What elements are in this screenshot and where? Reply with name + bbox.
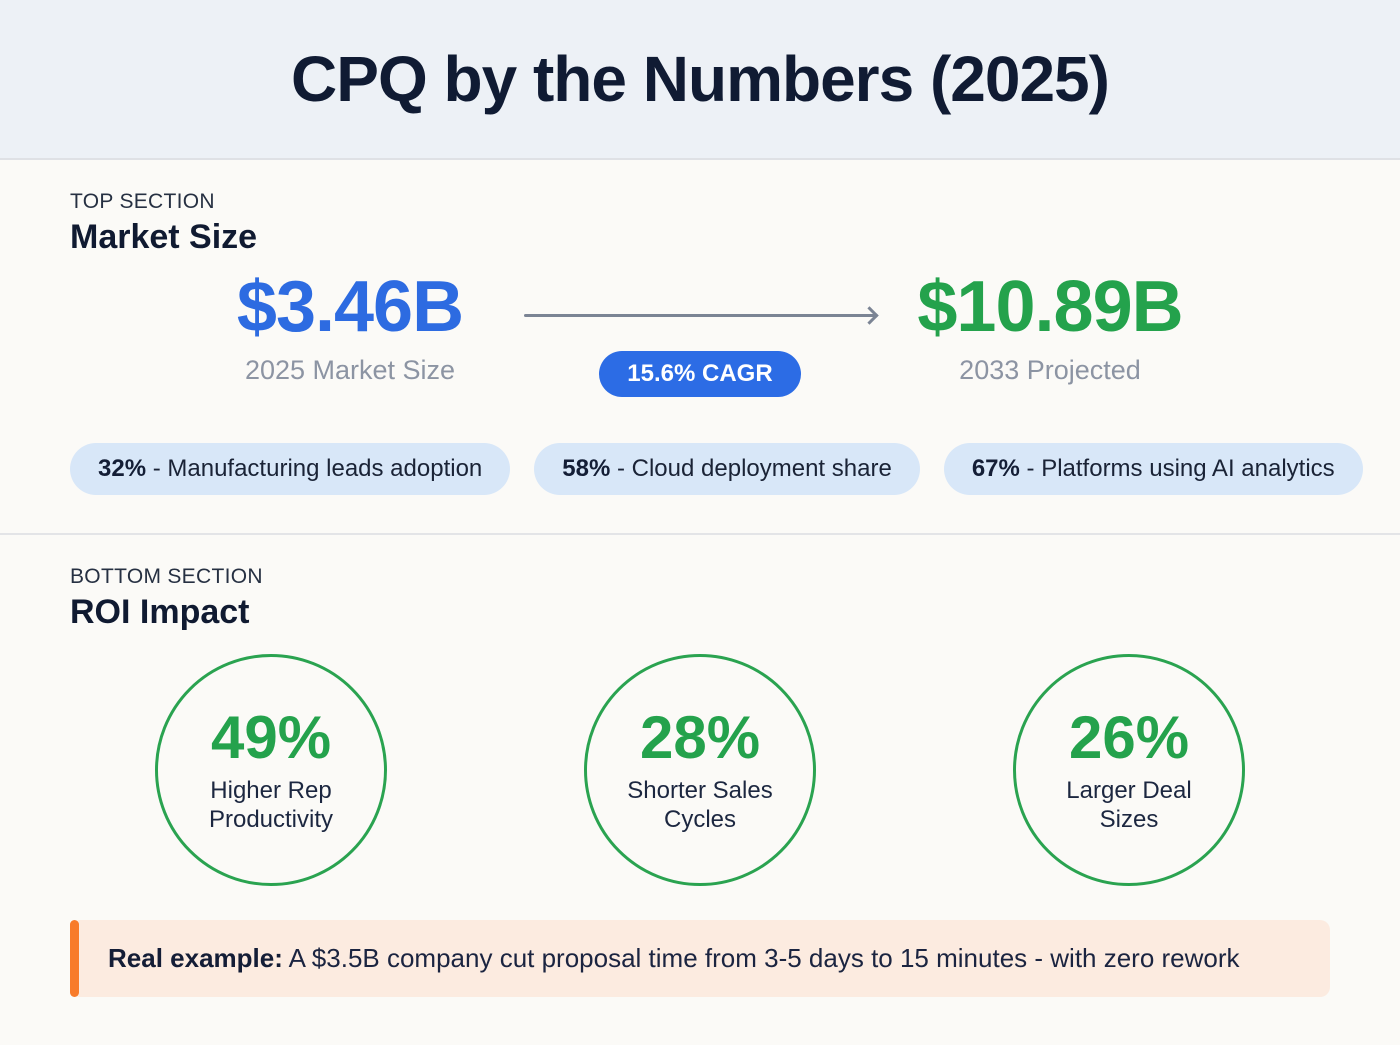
callout-text: A $3.5B company cut proposal time from 3… — [288, 943, 1240, 973]
market-size-2025-label: 2025 Market Size — [244, 355, 456, 385]
roi-circle-sales-cycles: 28% Shorter Sales Cycles — [584, 654, 816, 886]
roi-circle-rep-productivity: 49% Higher Rep Productivity — [155, 654, 387, 886]
bottom-section-eyebrow: BOTTOM SECTION — [70, 565, 263, 588]
header: CPQ by the Numbers (2025) — [0, 0, 1400, 160]
roi-circle-value: 26% — [1068, 703, 1190, 771]
stat-percent: 67% — [971, 455, 1020, 482]
growth-connector: 15.6% CAGR — [520, 269, 880, 397]
roi-circle-value: 28% — [639, 703, 761, 771]
roi-circle-label: Higher Rep Productivity — [208, 776, 334, 833]
roi-circles-row: 49% Higher Rep Productivity 28% Shorter … — [70, 654, 1330, 886]
roi-circle-label: Shorter Sales Cycles — [627, 776, 773, 833]
stat-percent: 58% — [562, 455, 611, 482]
roi-circle-label: Larger Deal Sizes — [1066, 776, 1192, 833]
stat-text: - Platforms using AI analytics — [1026, 455, 1335, 482]
real-example-callout: Real example: A $3.5B company cut propos… — [70, 920, 1330, 997]
market-size-2025-value: $3.46B — [236, 267, 464, 347]
market-size-heading: Market Size — [70, 218, 258, 256]
roi-impact-heading: ROI Impact — [70, 593, 250, 631]
right-arrow-icon — [520, 305, 880, 325]
stat-pill-ai-analytics: 67% - Platforms using AI analytics — [943, 443, 1363, 495]
market-size-section: TOP SECTION Market Size $3.46B 2025 Mark… — [0, 160, 1400, 535]
callout-lead: Real example: — [108, 943, 283, 973]
stat-text: - Manufacturing leads adoption — [152, 455, 483, 482]
roi-circle-value: 49% — [210, 703, 332, 771]
arrow-line — [524, 313, 876, 317]
callout-accent-bar — [70, 920, 79, 997]
page-title: CPQ by the Numbers (2025) — [291, 43, 1110, 115]
roi-circle-deal-sizes: 26% Larger Deal Sizes — [1013, 654, 1245, 886]
market-size-2033-value: $10.89B — [917, 267, 1183, 347]
roi-impact-section: BOTTOM SECTION ROI Impact 49% Higher Rep… — [0, 535, 1400, 1043]
cagr-badge: 15.6% CAGR — [599, 351, 801, 397]
market-size-2033: $10.89B 2033 Projected — [880, 269, 1220, 397]
top-section-eyebrow: TOP SECTION — [70, 190, 215, 213]
stat-pill-cloud: 58% - Cloud deployment share — [534, 443, 920, 495]
market-growth-row: $3.46B 2025 Market Size 15.6% CAGR $10.8… — [70, 269, 1330, 397]
market-stats-row: 32% - Manufacturing leads adoption 58% -… — [70, 443, 1363, 495]
market-size-2033-label: 2033 Projected — [959, 355, 1141, 385]
stat-pill-manufacturing: 32% - Manufacturing leads adoption — [70, 443, 511, 495]
market-size-2025: $3.46B 2025 Market Size — [180, 269, 520, 397]
stat-percent: 32% — [98, 455, 147, 482]
stat-text: - Cloud deployment share — [616, 455, 892, 482]
arrow-head — [860, 305, 879, 325]
